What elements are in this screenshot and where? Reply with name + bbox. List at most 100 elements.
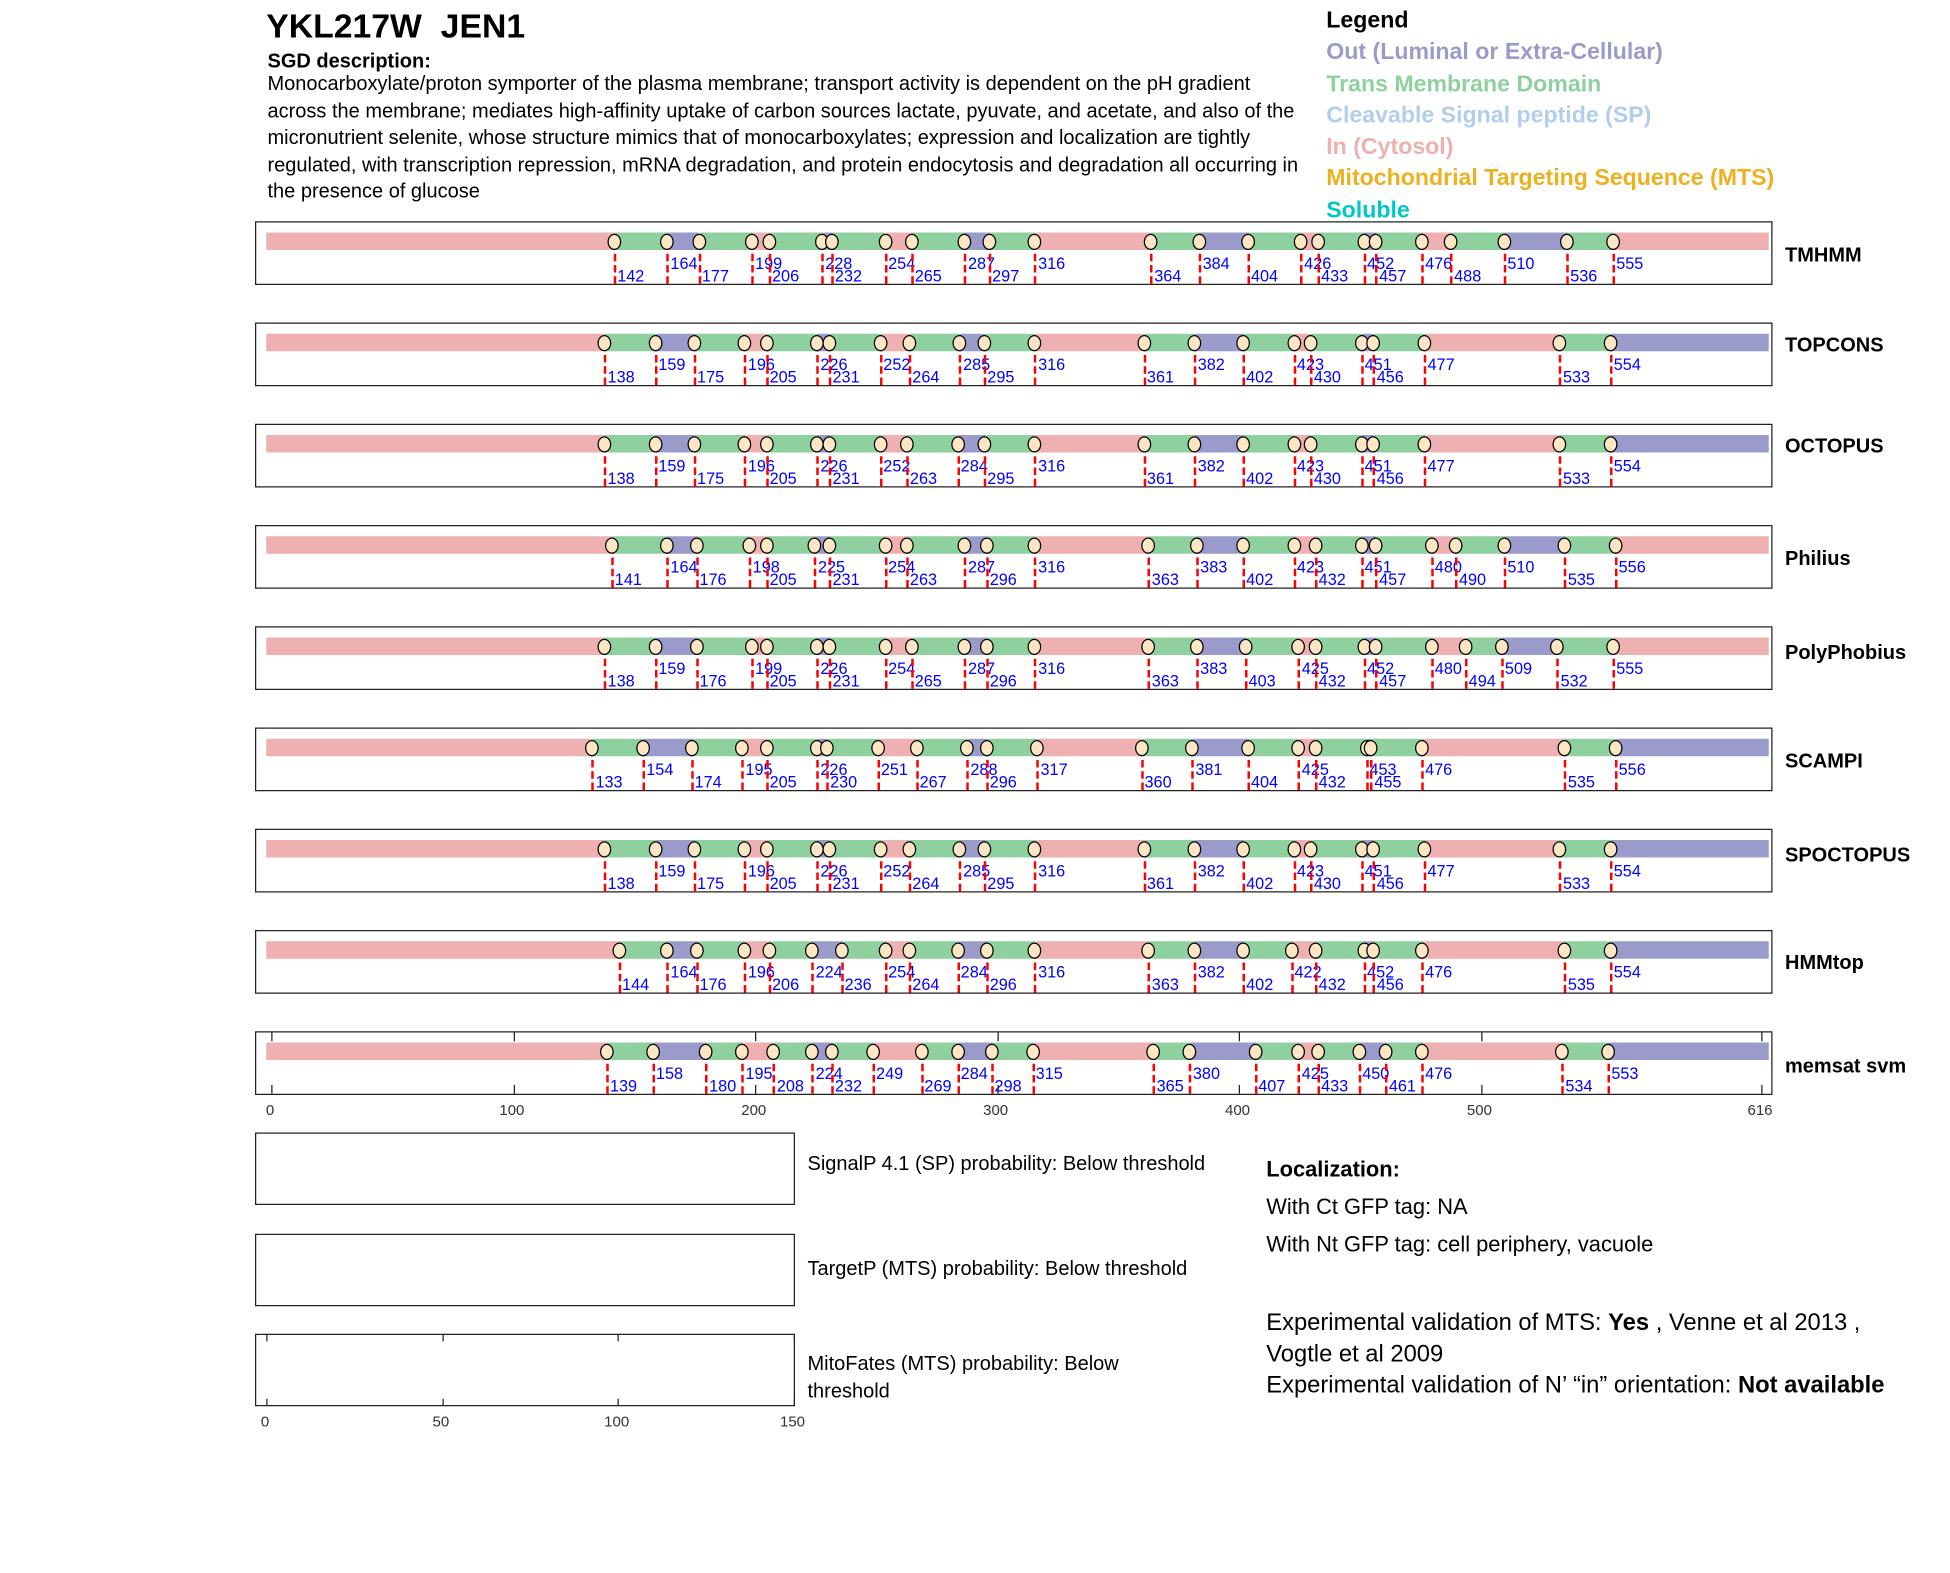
boundary-line [1363,951,1366,993]
boundary-marker [822,335,837,352]
boundary-line [1561,1052,1565,1094]
sgd-description: Monocarboxylate/proton symporter of the … [267,73,1299,203]
boundary-marker [878,942,892,959]
boundary-line [884,242,887,284]
segment-tm [605,333,656,352]
boundary-label: 297 [992,266,1020,285]
boundary-line [1610,951,1613,993]
boundary-marker [1417,335,1432,352]
boundary-label: 252 [883,861,911,880]
boundary-marker [1240,740,1255,757]
boundary-marker [648,638,663,655]
boundary-marker [960,740,975,757]
localization-heading: Localization: [1266,1156,1400,1182]
segment-in [1422,1042,1563,1060]
boundary-marker [1417,841,1432,858]
boundary-marker [1182,1043,1197,1060]
boundary-marker [957,638,972,655]
legend-title: Legend [1326,6,1409,33]
boundary-label: 382 [1197,355,1225,374]
boundary-label: 554 [1613,456,1641,475]
segment-tm [907,536,966,554]
axis-tick [755,1032,757,1042]
boundary-label: 488 [1454,266,1482,285]
boundary-marker [1025,1043,1040,1060]
boundary-line [828,850,832,892]
segment-tm [1246,637,1300,655]
boundary-line [1034,343,1037,385]
boundary-label: 154 [646,760,674,779]
segment-tm [987,738,1038,757]
boundary-label: 205 [769,367,797,387]
segment-tm [1376,232,1423,250]
boundary-marker [1552,436,1567,453]
boundary-label: 555 [1616,253,1644,273]
boundary-label: 361 [1146,367,1175,387]
boundary-label: 456 [1376,367,1404,387]
boundary-marker [597,841,612,858]
boundary-marker [1028,436,1042,453]
boundary-marker [1603,942,1618,959]
boundary-label: 315 [1035,1063,1063,1083]
boundary-line [1293,546,1296,588]
track-name: Philius [1785,548,1851,570]
boundary-marker [1146,1043,1161,1060]
boundary-line [956,1052,960,1094]
boundary-line [618,951,621,993]
segment-in [1035,536,1150,554]
boundary-label: 533 [1562,468,1591,488]
boundary-marker [977,436,992,453]
axis-tick [513,1032,515,1042]
boundary-line [1148,647,1151,689]
boundary-label: 365 [1156,1076,1184,1095]
track-name: memsat svm [1785,1056,1907,1078]
boundary-line [814,546,817,588]
segment-tm [1567,232,1614,250]
boundary-label: 285 [963,861,991,880]
boundary-line [1310,343,1313,385]
boundary-line [1431,546,1434,588]
boundary-line [603,850,607,892]
boundary-marker [1497,233,1512,250]
boundary-line [1421,242,1424,284]
segment-tm [1149,536,1198,554]
boundary-label: 364 [1154,266,1182,285]
boundary-label: 231 [832,671,860,690]
boundary-line [1450,242,1453,284]
localization-nt: With Nt GFP tag: cell periphery, vacuole [1266,1231,1654,1257]
segment-in [1033,1042,1155,1060]
boundary-line [744,445,747,487]
segment-tm [984,333,1036,352]
boundary-marker [735,1043,750,1060]
boundary-label: 430 [1313,873,1341,893]
boundary-label: 138 [607,671,635,690]
segment-tm [1565,738,1617,757]
boundary-label: 287 [967,253,996,273]
segment-in [1035,840,1145,858]
boundary-line [828,445,832,487]
boundary-line [1423,343,1427,385]
boundary-line [879,343,883,385]
boundary-marker [1192,233,1207,250]
boundary-marker [873,335,888,352]
boundary-line [1501,647,1504,689]
boundary-label: 533 [1562,873,1591,893]
boundary-marker [1458,638,1473,655]
boundary-line [1031,1052,1035,1094]
boundary-label: 380 [1192,1063,1221,1083]
segment-in [1422,941,1566,959]
boundary-line [765,546,769,588]
boundary-marker [1136,436,1151,453]
signalp-plot [255,1132,795,1205]
localization: Localization: With Ct GFP tag: NA With N… [1266,1150,1653,1263]
boundary-line [1559,445,1562,487]
segment-tm [992,1042,1034,1060]
boundary-marker [822,841,837,858]
segment-tm [912,232,966,250]
boundary-line [741,748,745,790]
boundary-line [603,343,607,385]
segment-tm [592,738,644,757]
boundary-marker [1294,233,1308,250]
boundary-line [816,748,820,790]
